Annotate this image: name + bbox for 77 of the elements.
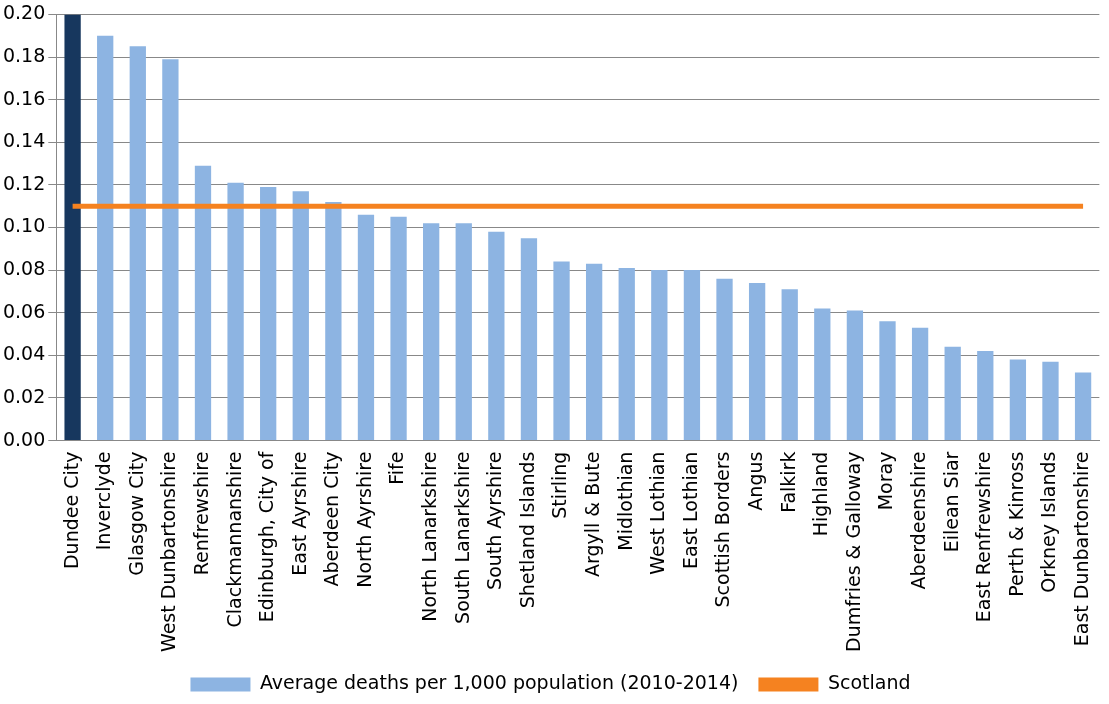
- bar: [716, 278, 733, 441]
- x-tick-label: Aberdeen City: [320, 451, 343, 587]
- x-tick-label: Fife: [385, 451, 408, 485]
- bar: [357, 214, 375, 441]
- x-tick-label: Scottish Borders: [711, 451, 734, 608]
- x-tick-label: Dumfries & Galloway: [841, 451, 864, 652]
- bar: [944, 346, 961, 441]
- legend-label: Average deaths per 1,000 population (2010-2014): [259, 671, 739, 694]
- bar: [553, 261, 570, 441]
- bar: [651, 270, 668, 441]
- bar: [683, 270, 701, 441]
- x-tick-label: East Renfrewshire: [972, 451, 995, 623]
- bar: [325, 201, 342, 441]
- x-tick-label: West Dunbartonshire: [157, 451, 180, 652]
- bar: [488, 231, 505, 441]
- x-tick-label: East Dunbartonshire: [1070, 451, 1093, 647]
- y-tick-label: 0.12: [2, 171, 46, 194]
- x-tick-label: Orkney Islands: [1037, 451, 1060, 593]
- x-tick-label: Highland: [809, 451, 832, 537]
- x-tick-label: Midlothian: [613, 451, 636, 551]
- x-tick-label: Renfrewshire: [189, 451, 212, 576]
- bar: [97, 35, 114, 441]
- x-tick-label: North Lanarkshire: [418, 451, 441, 622]
- bar: [977, 351, 994, 441]
- x-tick-label: South Lanarkshire: [450, 451, 473, 624]
- y-tick-label: 0.18: [2, 43, 46, 66]
- x-tick-label: Inverclyde: [92, 451, 115, 551]
- bar: [455, 223, 472, 441]
- y-tick-label: 0.14: [2, 129, 46, 152]
- bar: [64, 14, 81, 441]
- bar: [781, 289, 798, 441]
- y-tick-label: 0.00: [2, 427, 46, 450]
- x-tick-label: Argyll & Bute: [581, 451, 604, 578]
- legend-label: Scotland: [827, 671, 911, 694]
- bar: [292, 191, 309, 441]
- bar: [1074, 372, 1092, 441]
- bar: [390, 216, 407, 441]
- bar: [162, 59, 179, 441]
- x-tick-label: Stirling: [548, 451, 571, 519]
- bar: [227, 182, 244, 441]
- bar: [618, 267, 635, 441]
- x-tick-label: Falkirk: [776, 451, 799, 513]
- bar: [814, 308, 831, 441]
- y-tick-label: 0.10: [2, 214, 46, 237]
- bar: [520, 238, 538, 441]
- x-tick-label: Shetland Islands: [515, 451, 538, 609]
- y-tick-label: 0.06: [2, 299, 46, 322]
- x-tick-label: Clackmannanshire: [222, 451, 245, 628]
- x-tick-label: South Ayrshire: [483, 451, 506, 590]
- bar: [1009, 359, 1027, 441]
- y-tick-label: 0.02: [2, 384, 46, 407]
- bar: [129, 46, 146, 441]
- x-tick-label: East Lothian: [678, 451, 701, 569]
- x-tick-label: Perth & Kinross: [1004, 451, 1027, 597]
- x-tick-label: West Lothian: [646, 451, 669, 575]
- x-tick-label: Angus: [744, 451, 767, 511]
- x-tick-label: Dundee City: [59, 451, 82, 570]
- bar: [911, 327, 929, 441]
- bar: [194, 165, 212, 441]
- bar: [846, 310, 864, 441]
- x-tick-label: Eilean Siar: [939, 451, 962, 553]
- bar: [423, 223, 440, 441]
- y-tick-label: 0.20: [2, 1, 46, 24]
- x-tick-label: Aberdeenshire: [907, 451, 930, 590]
- x-tick-label: East Ayrshire: [287, 451, 310, 576]
- y-tick-label: 0.04: [2, 342, 46, 365]
- bar: [879, 321, 896, 441]
- bar: [748, 282, 766, 441]
- bar: [1042, 361, 1059, 441]
- x-tick-label: North Ayrshire: [352, 451, 375, 588]
- y-tick-label: 0.16: [2, 86, 46, 109]
- y-tick-label: 0.08: [2, 257, 46, 280]
- x-tick-label: Glasgow City: [124, 451, 147, 576]
- x-tick-label: Edinburgh, City of: [255, 450, 278, 623]
- bar: [585, 263, 603, 441]
- bar: [260, 187, 277, 441]
- x-tick-label: Moray: [874, 451, 897, 511]
